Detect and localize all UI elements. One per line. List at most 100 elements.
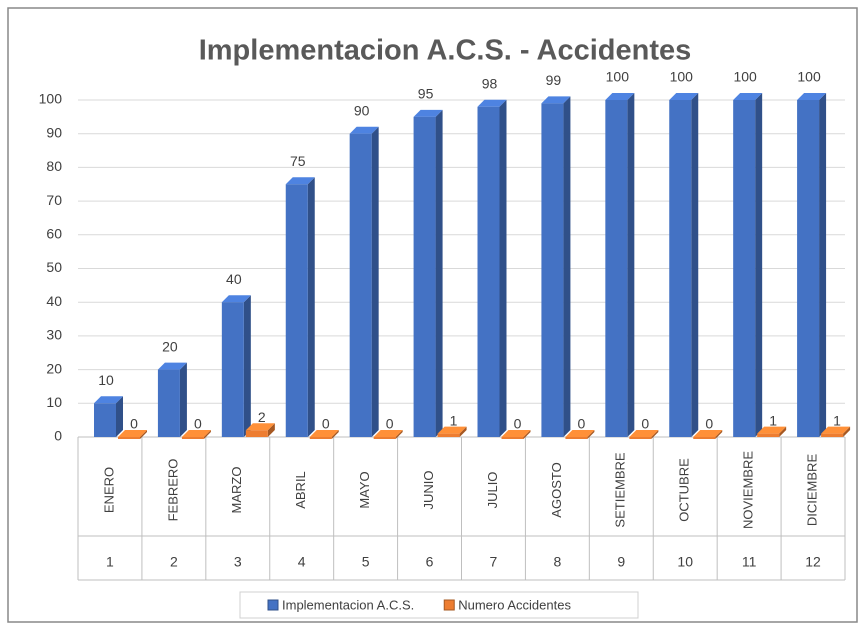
bar-side xyxy=(523,430,531,439)
bar-top xyxy=(118,430,147,437)
data-label: 1 xyxy=(769,412,777,428)
x-tick-label: MARZO xyxy=(229,467,244,514)
x-group-label: 8 xyxy=(553,554,561,570)
bar-top xyxy=(309,430,339,437)
bar-side xyxy=(179,362,187,437)
data-label: 0 xyxy=(386,416,394,432)
bar-side xyxy=(243,295,251,437)
x-group-label: 2 xyxy=(170,554,178,570)
x-group-label: 4 xyxy=(298,554,306,570)
data-label: 1 xyxy=(450,412,458,428)
legend-label: Numero Accidentes xyxy=(458,597,571,612)
bar-top xyxy=(437,426,467,434)
data-label: 95 xyxy=(418,86,434,102)
bar xyxy=(94,403,116,437)
data-label: 0 xyxy=(130,416,138,432)
bar-top xyxy=(541,96,571,104)
data-label: 99 xyxy=(546,72,562,88)
bar-top xyxy=(245,423,275,431)
x-tick-label: DICIEMBRE xyxy=(804,454,819,527)
x-tick-label: OCTUBRE xyxy=(677,458,692,522)
x-group-label: 3 xyxy=(234,554,242,570)
bar-top xyxy=(669,93,699,100)
data-label: 20 xyxy=(162,338,178,354)
bar-top xyxy=(413,109,443,117)
x-tick-label: MAYO xyxy=(357,471,372,508)
x-group-label: 11 xyxy=(742,554,757,570)
x-tick-label: FEBRERO xyxy=(165,459,180,522)
x-group-label: 1 xyxy=(106,554,114,570)
bar xyxy=(285,184,308,437)
bar-top xyxy=(629,430,659,437)
bar-side xyxy=(499,99,507,438)
y-tick-label: 30 xyxy=(46,327,62,343)
bar xyxy=(605,100,628,437)
x-group-label: 5 xyxy=(362,554,370,570)
bar-side xyxy=(459,426,467,437)
data-label: 1 xyxy=(833,412,841,428)
data-label: 100 xyxy=(733,69,757,85)
data-label: 0 xyxy=(322,416,330,432)
data-label: 75 xyxy=(290,153,306,169)
bar xyxy=(221,302,244,437)
bar-side xyxy=(116,396,123,437)
bar xyxy=(245,430,268,437)
bar xyxy=(413,116,436,437)
bar-side xyxy=(779,426,787,437)
legend-swatch xyxy=(267,599,279,611)
data-label: 100 xyxy=(606,69,630,85)
bar xyxy=(349,133,372,437)
bar-side xyxy=(587,430,595,439)
bar-top xyxy=(94,396,123,404)
bar-side xyxy=(715,430,723,439)
data-label: 100 xyxy=(670,69,694,85)
bar-side xyxy=(563,96,571,438)
data-label: 0 xyxy=(578,416,586,432)
bar xyxy=(757,433,780,437)
data-label: 98 xyxy=(482,75,498,91)
bar-top xyxy=(693,430,723,437)
bar-top xyxy=(733,93,763,100)
y-tick-label: 0 xyxy=(54,428,62,444)
bar-side xyxy=(843,426,851,437)
bar-top xyxy=(181,430,211,437)
data-label: 90 xyxy=(354,102,370,118)
bar xyxy=(181,437,204,439)
bar xyxy=(669,100,692,437)
bar-side xyxy=(435,109,443,437)
data-label: 40 xyxy=(226,271,242,287)
bar xyxy=(373,437,396,439)
bar-top xyxy=(373,430,403,437)
bar-side xyxy=(307,177,315,437)
bar xyxy=(541,103,564,438)
bar-top xyxy=(285,177,315,185)
x-tick-label: JULIO xyxy=(485,472,500,509)
bar-side xyxy=(755,93,763,437)
y-tick-label: 100 xyxy=(39,91,63,107)
y-tick-label: 80 xyxy=(46,158,62,174)
bar-top xyxy=(221,295,251,303)
bar xyxy=(693,437,716,439)
bar-side xyxy=(651,430,659,439)
bar xyxy=(733,100,756,437)
x-tick-label: ENERO xyxy=(101,467,116,513)
x-tick-label: SETIEMBRE xyxy=(613,452,628,527)
y-tick-label: 20 xyxy=(46,360,62,376)
bar-top xyxy=(501,430,531,437)
bar-side xyxy=(691,93,699,437)
y-tick-label: 50 xyxy=(46,259,62,275)
bar-top xyxy=(157,362,187,370)
x-group-label: 9 xyxy=(617,554,625,570)
y-tick-label: 70 xyxy=(46,192,62,208)
bar xyxy=(629,437,652,439)
chart-title: Implementacion A.C.S. - Accidentes xyxy=(199,35,692,67)
data-label: 100 xyxy=(797,69,821,85)
x-group-label: 7 xyxy=(490,554,498,570)
bar xyxy=(437,433,460,437)
bar-side xyxy=(140,430,147,439)
bar xyxy=(309,437,332,439)
bar xyxy=(565,437,588,439)
bar-side xyxy=(331,430,339,439)
bar xyxy=(821,433,844,437)
legend-frame xyxy=(239,591,639,619)
